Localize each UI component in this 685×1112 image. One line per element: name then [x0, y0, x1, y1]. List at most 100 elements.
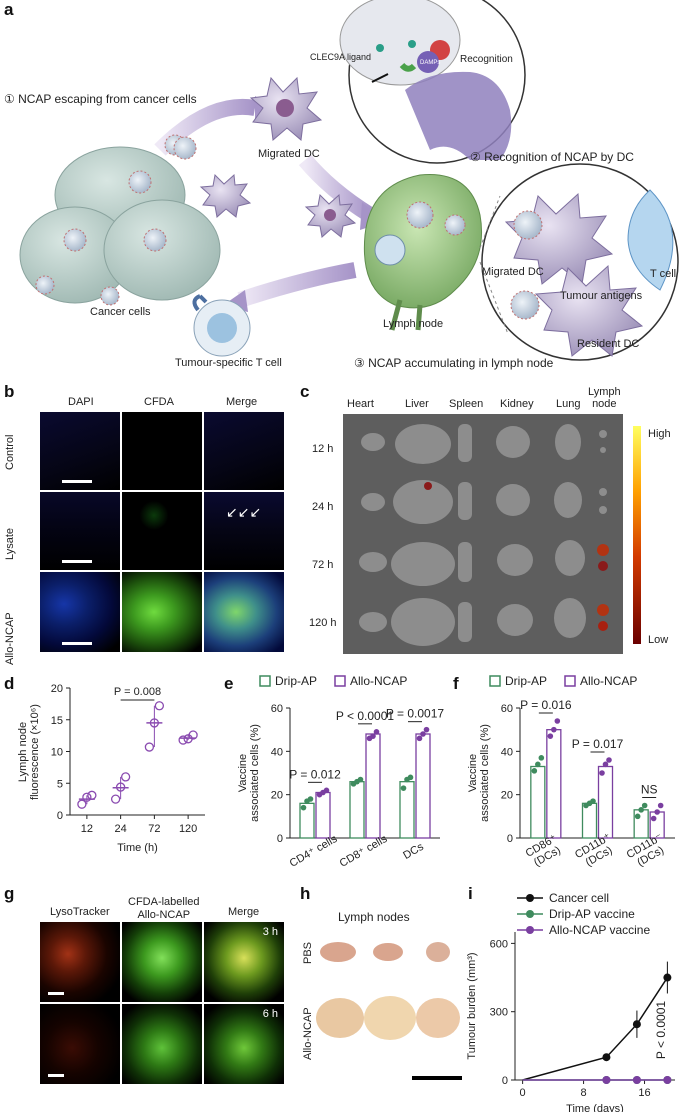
organ-kidney: Kidney [500, 398, 534, 410]
f-data-point [638, 807, 644, 813]
migrated-dc-label: Migrated DC [258, 148, 320, 160]
i-y-tick-label: 600 [490, 938, 508, 950]
i-data-point [663, 973, 672, 982]
f-bar [530, 765, 546, 839]
schematic-diagram [19, 0, 679, 361]
panel-b-col-cfda: CFDA [144, 396, 174, 408]
e-x-tick-label: DCs [401, 841, 426, 862]
chart-i: 0 300 600 0 8 16 Cancer cell Drip-AP vaccine All… [466, 891, 675, 1112]
f-data-point [531, 768, 538, 774]
d-data-point [144, 742, 155, 752]
f-data-point [554, 718, 561, 724]
micrograph-lysate-dapi [40, 492, 120, 570]
i-legend-label: Drip-AP vaccine [549, 907, 635, 921]
i-y-label: Tumour burden (mm³) [466, 952, 478, 1059]
d-data-point [120, 772, 131, 782]
d-y-label: Lymph nodefluorescence (×10⁶) [17, 704, 41, 800]
d-y-tick-label: 5 [57, 778, 63, 790]
panel-b-col-merge: Merge [226, 396, 258, 408]
i-x-tick-label: 16 [638, 1087, 650, 1099]
f-data-point [590, 798, 596, 804]
time-24h: 24 h [312, 501, 334, 513]
d-x-tick-label: 120 [179, 823, 197, 835]
f-bar [581, 802, 598, 839]
tumour-specific-t-cell-label: Tumour-specific T cell [175, 357, 282, 369]
d-data-point [115, 782, 126, 792]
ivis-image [343, 414, 623, 654]
arrow-icon: ↙↙↙ [226, 504, 262, 520]
micrograph-g-lyso-3h [40, 922, 120, 1002]
e-data-point [416, 735, 423, 742]
f-data-point [602, 761, 609, 768]
micrograph-allo-merge [204, 572, 284, 652]
time-12h: 12 h [312, 443, 334, 455]
i-series-line [522, 977, 669, 1081]
e-data-point [400, 785, 407, 791]
f-data-point [551, 726, 557, 733]
organ-images [359, 424, 609, 646]
i-legend-label: Allo-NCAP vaccine [549, 923, 650, 937]
e-bar [415, 733, 431, 839]
cancer-cells-label: Cancer cells [90, 306, 151, 318]
f-data-point [650, 815, 657, 822]
panel-g-label: g [4, 884, 15, 903]
panel-b-col-dapi: DAPI [68, 396, 94, 408]
resident-dc-label: Resident DC [577, 338, 640, 350]
e-y-tick-label: 60 [271, 703, 283, 715]
f-y-tick-label: 0 [507, 833, 513, 845]
d-y-label-line: Lymph node [17, 722, 29, 782]
e-legend-swatch [334, 675, 346, 687]
intensity-colorbar [633, 426, 641, 644]
e-y-label-line: associated cells (%) [249, 724, 261, 822]
step1-text: ① NCAP escaping from cancer cells [4, 92, 197, 106]
panel-h-label: h [300, 884, 311, 903]
d-x-tick-label: 24 [115, 823, 127, 835]
f-annotation: P = 0.016 [520, 698, 572, 712]
e-y-label: Vaccineassociated cells (%) [237, 724, 261, 822]
f-y-tick-label: 60 [501, 703, 513, 715]
e-data-point [420, 731, 426, 737]
recognition-label: Recognition [460, 54, 513, 65]
d-data-point [178, 735, 188, 745]
d-data-point [188, 730, 198, 740]
f-annotation: P = 0.017 [572, 737, 624, 751]
lymph-node-photos [316, 942, 462, 1080]
f-legend-swatch [489, 675, 501, 687]
e-data-point [300, 804, 307, 811]
e-legend-swatch [259, 675, 271, 687]
e-legend-label: Drip-AP [275, 674, 317, 688]
i-legend-marker [526, 894, 534, 902]
time-3h: 3 h [262, 926, 278, 938]
e-data-point [423, 726, 430, 733]
panel-i-label: i [468, 884, 473, 903]
d-annotation: P = 0.008 [114, 686, 161, 698]
time-120h: 120 h [309, 617, 337, 629]
e-y-tick-label: 20 [271, 790, 283, 802]
i-x-label: Time (days) [566, 1103, 624, 1112]
i-x-tick-label: 0 [520, 1087, 526, 1099]
micrograph-control-merge [204, 412, 284, 490]
d-y-tick-label: 0 [57, 810, 63, 822]
f-data-point [606, 757, 612, 763]
i-legend-label: Cancer cell [549, 891, 609, 905]
f-legend-label: Drip-AP [505, 674, 547, 688]
d-y-tick-label: 15 [51, 715, 63, 727]
micrograph-g-merge-3h: 3 h [204, 922, 284, 1002]
micrograph-allo-cfda [122, 572, 202, 652]
f-data-point [641, 802, 648, 809]
e-bar [315, 791, 331, 839]
scale-bar [412, 1076, 462, 1080]
organ-lung: Lung [556, 398, 581, 410]
panel-b-row-allo-ncap: Allo-NCAP [4, 612, 16, 665]
panel-g-col-merge: Merge [228, 906, 260, 918]
f-data-point [599, 770, 605, 776]
d-y-label-line: fluorescence (×10⁶) [29, 704, 41, 800]
panel-g-col-lyso: LysoTracker [50, 906, 110, 918]
f-legend-swatch [564, 675, 576, 687]
i-y-tick-label: 0 [502, 1075, 508, 1087]
micrograph-g-lyso-6h [40, 1004, 120, 1084]
d-data-point [110, 794, 121, 804]
f-y-tick-label: 20 [501, 790, 513, 802]
